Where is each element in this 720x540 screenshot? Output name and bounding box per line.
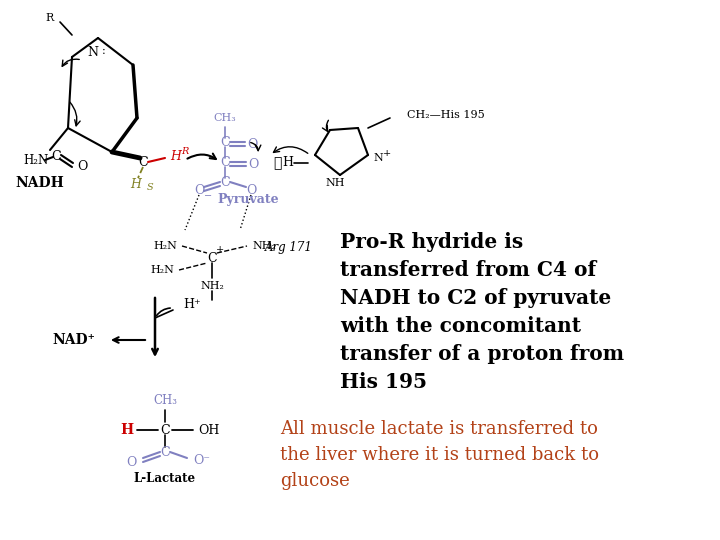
Text: C: C [160,423,170,436]
Text: C: C [51,151,60,164]
Text: CH₃: CH₃ [153,394,177,407]
Text: R: R [181,147,189,157]
Text: NH: NH [325,178,345,188]
Text: H: H [120,423,133,437]
Text: transferred from C4 of: transferred from C4 of [340,260,596,280]
Text: Pro-R hydride is: Pro-R hydride is [340,232,523,252]
Text: C: C [207,252,217,265]
Text: NADH: NADH [16,176,64,190]
Text: O: O [194,184,204,197]
Text: C: C [138,156,148,168]
Text: R: R [46,13,54,23]
Text: CH₃: CH₃ [214,113,236,123]
Text: O⁻: O⁻ [193,454,210,467]
Text: C: C [220,136,230,148]
Text: S: S [147,184,153,192]
Text: O: O [127,456,137,469]
Text: O: O [248,158,258,171]
Text: H₂N: H₂N [150,265,174,275]
Text: O: O [247,138,257,151]
Text: L-Lactate: L-Lactate [134,471,196,484]
Text: glucose: glucose [280,472,350,490]
Text: NH₂: NH₂ [200,281,224,291]
Text: O: O [77,160,87,173]
Text: H: H [282,157,294,170]
Text: +: + [383,148,391,158]
Text: OH: OH [198,423,220,436]
Text: transfer of a proton from: transfer of a proton from [340,344,624,364]
Text: C: C [160,446,170,458]
Text: Pyruvate: Pyruvate [217,193,279,206]
Text: +: + [216,246,224,254]
Text: with the concomitant: with the concomitant [340,316,581,336]
Text: All muscle lactate is transferred to: All muscle lactate is transferred to [280,420,598,438]
Text: −: − [204,192,212,200]
Text: N: N [88,45,99,58]
Text: NADH to C2 of pyruvate: NADH to C2 of pyruvate [340,288,611,308]
Text: :: : [102,46,106,56]
Text: NH₂: NH₂ [252,241,276,251]
Text: His 195: His 195 [340,372,427,392]
Text: O: O [246,184,256,197]
Text: H₂N: H₂N [23,153,48,166]
Text: H₂N: H₂N [153,241,177,251]
Text: C: C [220,176,230,188]
Text: ⋯: ⋯ [273,156,282,170]
Text: C: C [220,156,230,168]
Text: Arg 171: Arg 171 [265,241,313,254]
Text: H: H [170,150,181,163]
Text: H⁺: H⁺ [183,299,201,312]
Text: NAD⁺: NAD⁺ [52,333,95,347]
Text: H: H [130,179,141,192]
Text: CH₂—His 195: CH₂—His 195 [407,110,485,120]
Text: N: N [373,153,383,163]
Text: the liver where it is turned back to: the liver where it is turned back to [280,446,599,464]
